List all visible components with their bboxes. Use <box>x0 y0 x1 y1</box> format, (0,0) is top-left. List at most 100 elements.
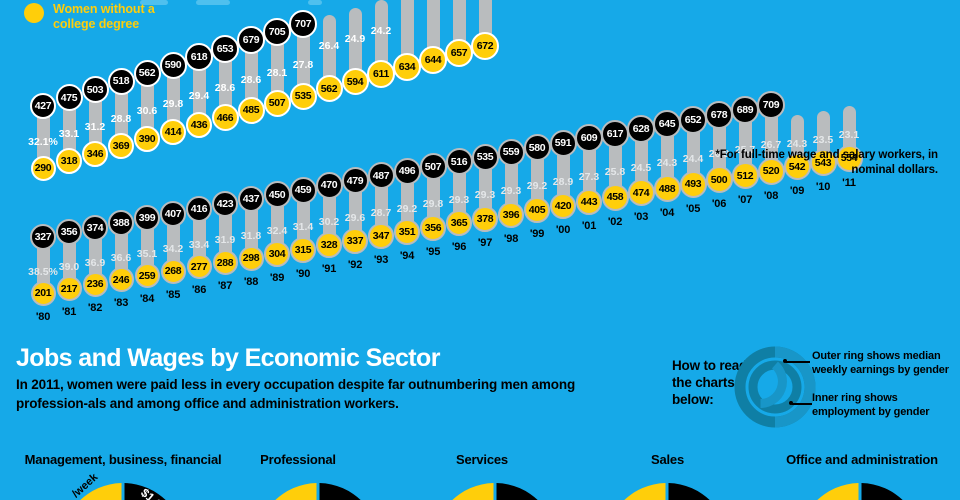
connector-bar <box>374 0 388 75</box>
pay-gap-percent: 35.1 <box>136 247 158 260</box>
datapoint-node: 535 <box>471 143 499 171</box>
datapoint-node: 399 <box>134 205 160 232</box>
pay-gap-percent: 24.3 <box>786 137 808 150</box>
datapoint-node: 657 <box>445 38 473 67</box>
datapoint-node: 374 <box>82 214 108 241</box>
year-label: '93 <box>373 254 389 267</box>
datapoint-node: 388 <box>108 209 134 236</box>
datapoint-node: 217 <box>56 276 82 302</box>
pay-gap-percent: 39.0 <box>58 261 80 274</box>
legend-swatch-yellow-icon <box>24 3 44 23</box>
year-label: '89 <box>269 271 285 284</box>
pay-gap-percent: 29.3 <box>500 184 522 197</box>
datapoint-node: 246 <box>108 267 134 293</box>
pay-gap-percent: 31.9 <box>214 234 236 247</box>
pay-gap-percent: 33.4 <box>188 238 210 251</box>
datapoint-node: 277 <box>186 254 212 280</box>
datapoint-node: 543 <box>809 149 837 176</box>
datapoint-node: 458 <box>601 183 629 211</box>
datapoint-node: 503 <box>81 76 109 104</box>
connector-bar <box>114 81 128 147</box>
connector-bar <box>166 65 180 132</box>
connector-bar <box>270 194 284 254</box>
legend-label: Women without a college degree <box>53 2 155 32</box>
connector-bar <box>530 147 544 211</box>
connector-bar <box>374 175 388 237</box>
connector-bar <box>322 14 336 89</box>
datapoint-node: 396 <box>498 201 524 228</box>
pay-gap-percent: 30.6 <box>136 105 158 118</box>
pay-gap-percent: 25.8 <box>604 166 626 179</box>
connector-bar <box>712 114 726 180</box>
datapoint-node: 590 <box>159 51 187 79</box>
datapoint-node: 485 <box>237 96 265 124</box>
sector-label-office: Office and administration <box>786 452 938 467</box>
pay-gap-percent: 31.4 <box>292 220 314 233</box>
connector-bar <box>322 185 336 246</box>
donut-chart-services <box>452 483 538 500</box>
datapoint-node: 645 <box>653 110 681 139</box>
year-label: '90 <box>295 267 311 280</box>
donut-chart-professional <box>275 483 361 500</box>
year-label: '09 <box>789 185 805 198</box>
datapoint-node: 559 <box>497 138 525 166</box>
how-to-read-donut-icon <box>734 346 816 428</box>
year-label: '06 <box>711 198 727 211</box>
connector-bar <box>426 0 440 60</box>
connector-bar <box>192 208 206 267</box>
legend-label-line2: college degree <box>53 16 140 31</box>
datapoint-node: 580 <box>523 134 551 162</box>
connector-bar <box>244 40 258 111</box>
pay-gap-percent: 26.3 <box>708 148 730 161</box>
datapoint-node: 644 <box>419 46 447 74</box>
datapoint-node: 500 <box>705 166 733 194</box>
connector-bar <box>738 110 752 176</box>
datapoint-node: 594 <box>341 68 369 96</box>
datapoint-node: 520 <box>757 157 785 185</box>
datapoint-node: 678 <box>705 100 733 129</box>
datapoint-node: 562 <box>315 75 343 103</box>
datapoint-node: 427 <box>30 93 56 119</box>
pay-gap-percent: 27.8 <box>292 59 314 71</box>
datapoint-node: 443 <box>576 188 602 215</box>
connector-bar <box>608 133 622 198</box>
datapoint-node: 518 <box>107 67 135 95</box>
legend-women-no-college: Women without a college degree <box>24 2 155 32</box>
pay-gap-percent: 32.1% <box>28 136 58 148</box>
year-label: '80 <box>35 310 51 323</box>
pay-gap-percent: 24.2 <box>370 25 392 38</box>
pay-gap-percent: 28.1 <box>266 66 288 79</box>
year-label: '95 <box>425 245 441 258</box>
section-body: In 2011, women were paid less in every o… <box>16 377 576 412</box>
legend-ghost-3 <box>308 0 322 5</box>
pay-gap-percent: 32.4 <box>266 225 288 238</box>
year-label: '97 <box>477 237 493 250</box>
datapoint-node: 618 <box>185 42 213 71</box>
datapoint-node: 347 <box>368 223 394 250</box>
pay-gap-percent: 24.5 <box>630 161 652 174</box>
pay-gap-percent: 29.2 <box>396 202 418 215</box>
connector-bar <box>218 204 232 263</box>
sector-label-management: Management, business, financial <box>24 452 222 467</box>
year-label: '96 <box>451 241 467 254</box>
year-label: '05 <box>685 202 701 215</box>
datapoint-node: 707 <box>289 10 317 38</box>
connector-bar <box>36 237 50 293</box>
datapoint-node: 672 <box>471 31 499 60</box>
how-to-read-label: How to read the charts below: <box>672 358 748 407</box>
year-label: '03 <box>633 211 649 224</box>
datapoint-node: 705 <box>263 18 291 47</box>
datapoint-node: 591 <box>549 129 577 157</box>
connector-bar <box>660 124 674 189</box>
year-label: '11 <box>842 176 856 189</box>
connector-bar <box>686 119 700 185</box>
datapoint-node: 507 <box>263 89 291 117</box>
connector-bar <box>62 97 76 161</box>
year-label: '02 <box>607 215 623 228</box>
datapoint-node: 346 <box>82 140 108 167</box>
pay-gap-percent: 28.7 <box>370 207 392 220</box>
connector-bar <box>36 106 50 168</box>
datapoint-node: 554 <box>835 144 863 172</box>
datapoint-node: 493 <box>679 170 707 198</box>
datapoint-node: 475 <box>55 84 83 112</box>
